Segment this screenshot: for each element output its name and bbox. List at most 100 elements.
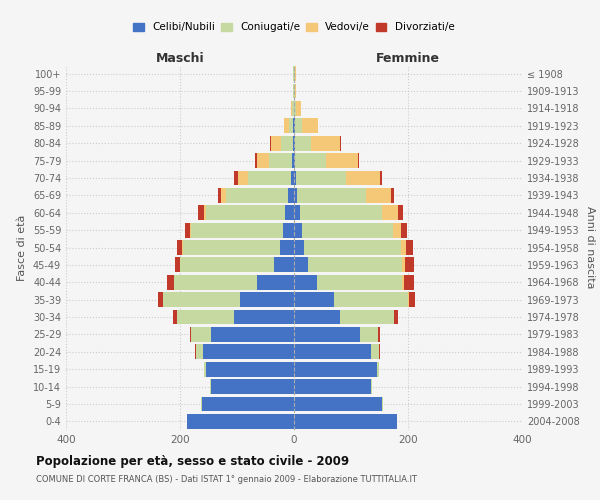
Bar <box>191 327 211 342</box>
Bar <box>294 379 371 394</box>
Bar <box>191 222 283 238</box>
Bar <box>221 188 226 202</box>
Bar <box>190 327 191 342</box>
Bar <box>203 344 294 359</box>
Bar <box>294 118 295 133</box>
Bar <box>226 188 289 202</box>
Bar <box>406 240 413 255</box>
Bar <box>286 206 294 220</box>
Bar <box>289 188 294 202</box>
Bar <box>294 136 295 150</box>
Bar <box>234 310 294 324</box>
Bar <box>284 118 289 133</box>
Bar <box>211 327 294 342</box>
Bar <box>398 206 403 220</box>
Bar <box>294 258 308 272</box>
Bar <box>393 222 401 238</box>
Bar <box>167 275 174 289</box>
Bar <box>295 66 296 81</box>
Bar <box>274 258 294 272</box>
Bar <box>257 275 294 289</box>
Bar <box>202 396 294 411</box>
Bar <box>255 153 257 168</box>
Bar <box>211 379 294 394</box>
Bar <box>391 188 394 202</box>
Bar <box>295 136 311 150</box>
Legend: Celibi/Nubili, Coniugati/e, Vedovi/e, Divorziati/e: Celibi/Nubili, Coniugati/e, Vedovi/e, Di… <box>130 19 458 36</box>
Bar <box>404 275 414 289</box>
Bar <box>294 275 317 289</box>
Bar <box>292 153 294 168</box>
Y-axis label: Fasce di età: Fasce di età <box>17 214 27 280</box>
Bar <box>233 170 238 186</box>
Bar <box>289 118 293 133</box>
Bar <box>403 275 404 289</box>
Bar <box>311 136 340 150</box>
Bar <box>190 222 191 238</box>
Bar <box>294 170 296 186</box>
Bar <box>296 101 301 116</box>
Bar <box>340 136 341 150</box>
Bar <box>210 379 211 394</box>
Bar <box>204 362 206 376</box>
Bar <box>281 136 293 150</box>
Text: Femmine: Femmine <box>376 52 440 65</box>
Bar <box>409 292 415 307</box>
Bar <box>382 206 398 220</box>
Bar <box>295 118 302 133</box>
Bar <box>294 206 300 220</box>
Bar <box>401 240 406 255</box>
Bar <box>269 153 292 168</box>
Text: COMUNE DI CORTE FRANCA (BS) - Dati ISTAT 1° gennaio 2009 - Elaborazione TUTTITAL: COMUNE DI CORTE FRANCA (BS) - Dati ISTAT… <box>36 475 417 484</box>
Bar <box>294 362 377 376</box>
Bar <box>204 206 206 220</box>
Bar <box>163 292 240 307</box>
Bar <box>196 344 203 359</box>
Bar <box>270 136 271 150</box>
Bar <box>405 258 414 272</box>
Bar <box>302 222 393 238</box>
Bar <box>292 101 294 116</box>
Bar <box>294 310 340 324</box>
Bar <box>294 222 302 238</box>
Bar <box>206 362 294 376</box>
Bar <box>218 188 221 202</box>
Bar <box>195 344 196 359</box>
Bar <box>403 258 405 272</box>
Bar <box>257 153 269 168</box>
Bar <box>177 310 234 324</box>
Bar <box>198 206 204 220</box>
Text: Popolazione per età, sesso e stato civile - 2009: Popolazione per età, sesso e stato civil… <box>36 455 349 468</box>
Bar <box>174 275 257 289</box>
Bar <box>240 292 294 307</box>
Bar <box>294 396 382 411</box>
Bar <box>294 327 359 342</box>
Bar <box>334 292 408 307</box>
Bar <box>380 170 382 186</box>
Bar <box>371 344 379 359</box>
Bar <box>158 292 163 307</box>
Bar <box>291 101 292 116</box>
Bar <box>294 101 296 116</box>
Bar <box>296 170 346 186</box>
Bar <box>408 292 409 307</box>
Bar <box>295 84 296 98</box>
Bar <box>326 153 358 168</box>
Bar <box>359 327 378 342</box>
Bar <box>175 258 180 272</box>
Bar <box>238 170 248 186</box>
Y-axis label: Anni di nascita: Anni di nascita <box>585 206 595 289</box>
Bar <box>206 206 286 220</box>
Bar <box>300 206 382 220</box>
Bar <box>340 310 394 324</box>
Bar <box>308 258 403 272</box>
Bar <box>293 136 294 150</box>
Bar <box>302 118 318 133</box>
Bar <box>378 327 380 342</box>
Bar <box>295 153 326 168</box>
Bar <box>294 344 371 359</box>
Bar <box>358 153 359 168</box>
Bar <box>294 188 298 202</box>
Bar <box>294 240 304 255</box>
Bar <box>185 222 190 238</box>
